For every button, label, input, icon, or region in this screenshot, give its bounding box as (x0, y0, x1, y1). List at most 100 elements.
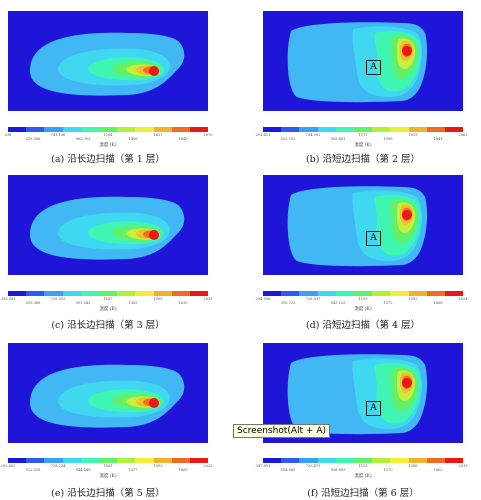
colorbar-segment (117, 291, 136, 296)
colorbar-segment (171, 291, 190, 296)
colorbar-segment (281, 291, 300, 296)
colorbar-segment (8, 291, 27, 296)
colorbar-tick-label: 519.568 (25, 137, 41, 141)
panel-caption: (e) 沿长边扫描（第 5 层） (51, 488, 165, 499)
colorbar-ticks: 295.802 512.018 728.234 944.449 1161 1377 1593… (1, 464, 213, 472)
colorbar-segment (390, 458, 409, 463)
colorbar-segment (317, 291, 336, 296)
temperature-field-image (263, 175, 463, 275)
colorbar-segment (98, 458, 118, 463)
colorbar-segment (408, 127, 427, 132)
colorbar-tick-label: 962.703 (75, 137, 91, 141)
colorbar-tick-label: 951.542 (75, 301, 91, 305)
colorbar-tick-label: 512.018 (25, 468, 41, 472)
colorbar-tick-label: 943.153 (330, 301, 346, 305)
colorbar-tick-label: 741.136 (50, 133, 66, 137)
colorbar-ticks: 303.581 519.568 735.555 951.542 1167 1383 1599… (1, 297, 213, 305)
colorbar-segment (353, 127, 373, 132)
colorbar-segment (153, 291, 172, 296)
colorbar-title: 温度 (K) (354, 143, 372, 148)
colorbar-segment (335, 291, 354, 296)
colorbar (263, 127, 464, 132)
colorbar-tick-label: 955.461 (330, 137, 346, 141)
colorbar-segment (390, 127, 409, 132)
colorbar-tick-label: 295.802 (0, 464, 16, 468)
colorbar-tick-label: 504.065 (280, 468, 296, 472)
colorbar-tick-label: 287.651 (255, 464, 271, 468)
colorbar-tick-label: 1627 (153, 133, 163, 137)
colorbar-segment (189, 291, 209, 296)
region-marker: A (366, 231, 381, 246)
temperature-field-image (8, 8, 208, 114)
colorbar-tick-label: 298 (4, 133, 12, 137)
colorbar (263, 291, 464, 296)
colorbar-title: 温度 (K) (99, 143, 117, 148)
colorbar-segment (8, 458, 27, 463)
colorbar-segment (317, 458, 336, 463)
region-marker: A (366, 401, 381, 416)
colorbar-segment (263, 127, 282, 132)
colorbar-segment (80, 291, 99, 296)
colorbar-tick-label: 1161 (103, 464, 113, 468)
colorbar-segment (98, 127, 118, 132)
panel-caption: (a) 沿长边扫描（第 1 层） (51, 154, 165, 165)
colorbar-tick-label: 1841 (433, 137, 443, 141)
colorbar-tick-label: 1377 (128, 468, 138, 472)
colorbar-segment (80, 458, 99, 463)
colorbar-segment (426, 458, 445, 463)
colorbar-segment (372, 291, 391, 296)
colorbar-tick-label: 734.092 (305, 133, 321, 137)
colorbar-segment (117, 458, 136, 463)
colorbar-tick-label: 294.506 (255, 297, 271, 301)
colorbar-tick-label: 1619 (408, 133, 418, 137)
colorbar-segment (426, 291, 445, 296)
colorbar-segment (62, 127, 81, 132)
colorbar-segment (372, 127, 391, 132)
colorbar-tick-label: 735.555 (50, 297, 66, 301)
colorbar-segment (26, 291, 45, 296)
colorbar-tick-label: 2070 (203, 133, 213, 137)
colorbar-segment (189, 127, 209, 132)
colorbar-tick-label: 2025 (203, 464, 213, 468)
colorbar-segment (62, 458, 81, 463)
colorbar-tick-label: 512.702 (280, 137, 296, 141)
temperature-field-image (8, 343, 208, 443)
panel-caption: (f) 沿短边扫描（第 6 层） (307, 488, 419, 499)
colorbar (8, 458, 209, 463)
colorbar-segment (335, 458, 354, 463)
colorbar-segment (408, 291, 427, 296)
colorbar-tick-label: 720.479 (305, 464, 321, 468)
colorbar-tick-label: 1375 (383, 301, 393, 305)
colorbar-segment (153, 458, 172, 463)
colorbar-segment (98, 291, 118, 296)
colorbar-ticks: 287.651 504.065 720.479 936.893 1153 1370 1586… (256, 464, 468, 472)
colorbar-segment (26, 458, 45, 463)
colorbar-segment (8, 127, 27, 132)
colorbar-segment (135, 458, 154, 463)
colorbar-segment (317, 127, 336, 132)
colorbar-segment (44, 458, 63, 463)
colorbar-tick-label: 2031 (203, 297, 213, 301)
colorbar-segment (62, 291, 81, 296)
colorbar-segment (171, 127, 190, 132)
colorbar-tick-label: 1383 (128, 301, 138, 305)
colorbar-tick-label: 1815 (178, 301, 188, 305)
colorbar-segment (263, 458, 282, 463)
colorbar-segment (335, 127, 354, 132)
colorbar-segment (263, 291, 282, 296)
panel-caption: (c) 沿长边扫描（第 3 层） (51, 320, 165, 331)
colorbar-tick-label: 291.413 (255, 133, 271, 137)
colorbar-segment (299, 291, 318, 296)
colorbar-segment (281, 127, 300, 132)
colorbar-ticks: 291.413 512.702 734.092 955.461 1177 1398 1619… (256, 133, 468, 141)
colorbar-segment (153, 127, 172, 132)
colorbar-tick-label: 1370 (383, 468, 393, 472)
colorbar-tick-label: 1599 (153, 297, 163, 301)
colorbar-tick-label: 1159 (358, 297, 368, 301)
colorbar-segment (353, 291, 373, 296)
colorbar (8, 291, 209, 296)
colorbar-tick-label: 936.893 (330, 468, 346, 472)
colorbar-segment (171, 458, 190, 463)
colorbar-segment (281, 458, 300, 463)
colorbar-segment (44, 127, 63, 132)
